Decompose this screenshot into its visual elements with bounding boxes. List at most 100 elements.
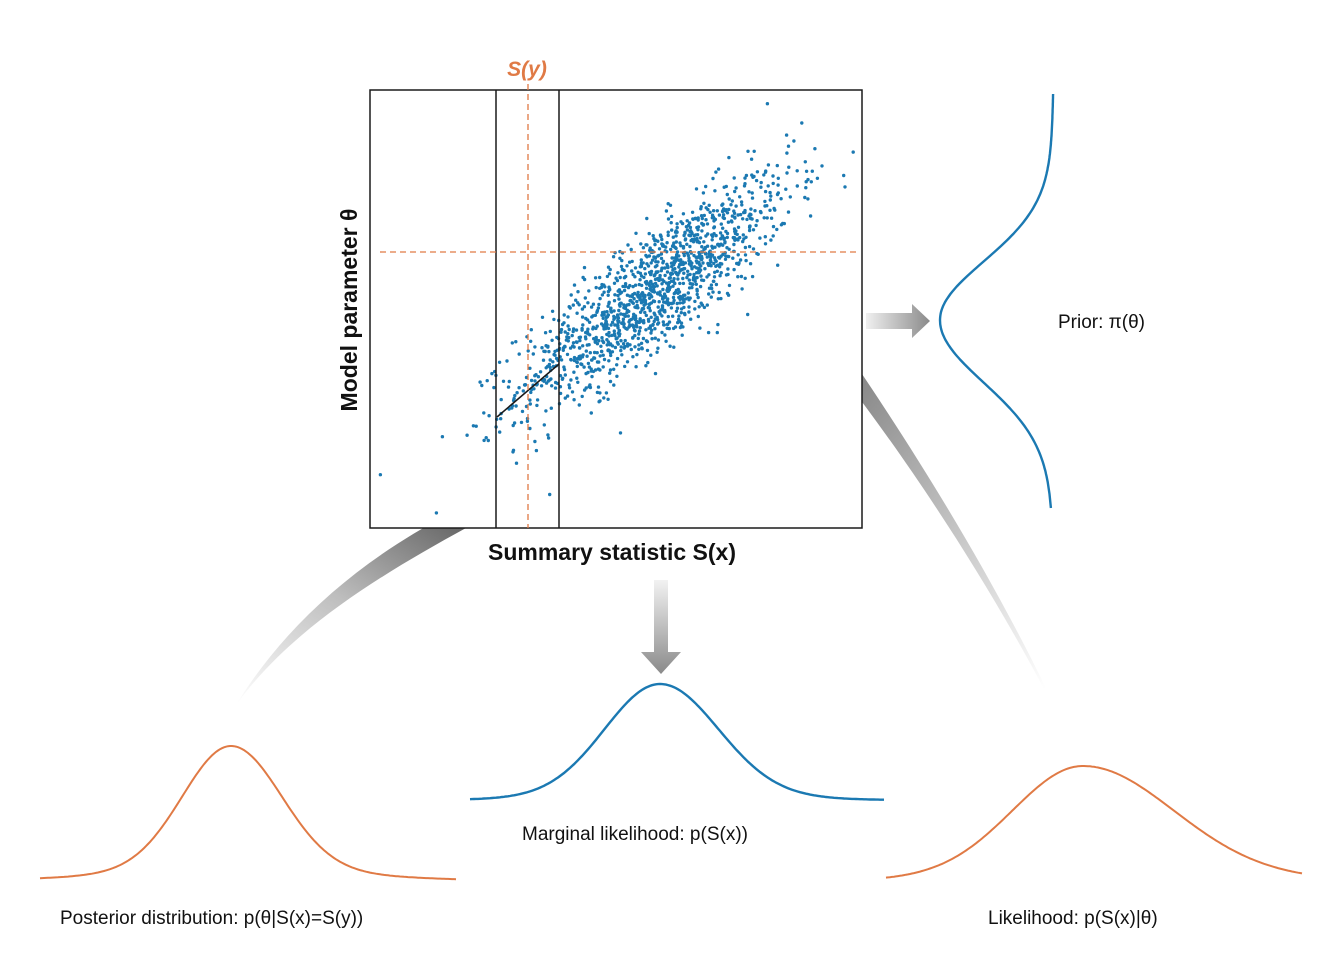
scatter-point [606, 326, 611, 331]
scatter-point [542, 423, 546, 427]
scatter-point [669, 272, 673, 277]
scatter-point [688, 272, 692, 277]
scatter-point [851, 150, 855, 154]
scatter-point [749, 157, 754, 161]
scatter-point [612, 309, 616, 313]
scatter-point [808, 214, 813, 218]
scatter-point [650, 337, 654, 341]
scatter-point [706, 207, 710, 212]
scatter-point [636, 270, 640, 274]
scatter-point [656, 305, 660, 309]
scatter-point [618, 275, 622, 280]
scatter-point [724, 184, 728, 189]
scatter-point [615, 374, 619, 378]
scatter-point [626, 243, 630, 247]
scatter-point [587, 385, 591, 389]
scatter-point [606, 304, 610, 308]
scatter-point [553, 380, 558, 385]
scatter-point [544, 381, 549, 385]
scatter-point [752, 149, 756, 153]
scatter-point [660, 266, 664, 270]
scatter-point [619, 348, 623, 353]
scatter-point [726, 254, 730, 259]
scatter-point [638, 326, 642, 330]
scatter-point [650, 282, 655, 286]
scatter-point [638, 310, 643, 314]
scatter-point [687, 310, 691, 314]
scatter-point [648, 309, 652, 313]
scatter-point [739, 274, 744, 279]
scatter-point [638, 278, 642, 282]
scatter-point [577, 357, 581, 361]
scatter-point [660, 305, 665, 309]
scatter-point [593, 313, 598, 317]
scatter-point [683, 238, 687, 242]
scatter-point [501, 379, 506, 383]
scatter-point [718, 274, 722, 278]
scatter-point [608, 371, 612, 375]
scatter-point [568, 346, 573, 350]
scatter-point [709, 255, 713, 259]
scatter-point [653, 255, 657, 260]
scatter-point [517, 386, 521, 390]
scatter-point [602, 323, 606, 327]
scatter-point [670, 264, 674, 269]
scatter-point [531, 352, 535, 356]
scatter-point [661, 287, 665, 292]
scatter-point [672, 291, 676, 296]
scatter-point [687, 262, 692, 266]
scatter-point [550, 384, 554, 388]
scatter-point [683, 261, 688, 265]
scatter-point [751, 228, 756, 232]
scatter-point [743, 276, 747, 280]
scatter-point [697, 305, 701, 309]
scatter-point [746, 312, 750, 317]
scatter-point [672, 298, 676, 303]
scatter-point [712, 275, 717, 279]
scatter-point [692, 234, 696, 238]
scatter-point [677, 290, 682, 294]
scatter-point [619, 345, 623, 349]
scatter-point [630, 259, 634, 264]
scatter-point [741, 217, 745, 221]
scatter-point [600, 336, 604, 340]
scatter-point [559, 327, 564, 332]
scatter-point [601, 339, 605, 343]
scatter-point [622, 346, 626, 350]
scatter-point [617, 319, 621, 324]
scatter-point [645, 255, 649, 259]
scatter-point [763, 242, 768, 246]
scatter-point [652, 274, 656, 278]
scatter-point [656, 270, 660, 274]
scatter-points [378, 102, 855, 515]
scatter-point [528, 366, 532, 370]
scatter-point [750, 173, 754, 177]
scatter-point [645, 216, 649, 221]
scatter-point [636, 336, 640, 341]
scatter-point [582, 265, 587, 270]
scatter-point [633, 275, 637, 279]
scatter-point [663, 333, 667, 337]
scatter-point [734, 204, 738, 208]
scatter-point [682, 271, 686, 275]
scatter-point [758, 236, 762, 240]
scatter-point [666, 202, 670, 206]
scatter-point [540, 315, 545, 319]
scatter-point [543, 331, 548, 335]
scatter-point [703, 245, 708, 250]
scatter-point [641, 306, 646, 311]
scatter-point [666, 297, 670, 301]
scatter-point [699, 254, 704, 259]
scatter-point [716, 167, 721, 171]
scatter-point [546, 433, 550, 437]
scatter-point [588, 351, 592, 355]
scatter-point [669, 221, 673, 225]
scatter-point [595, 309, 600, 313]
scatter-point [699, 214, 704, 218]
scatter-point [722, 216, 726, 220]
scatter-point [505, 359, 509, 363]
scatter-point [804, 169, 809, 173]
scatter-point [480, 383, 484, 388]
scatter-point [671, 279, 676, 284]
scatter-point [674, 288, 679, 293]
